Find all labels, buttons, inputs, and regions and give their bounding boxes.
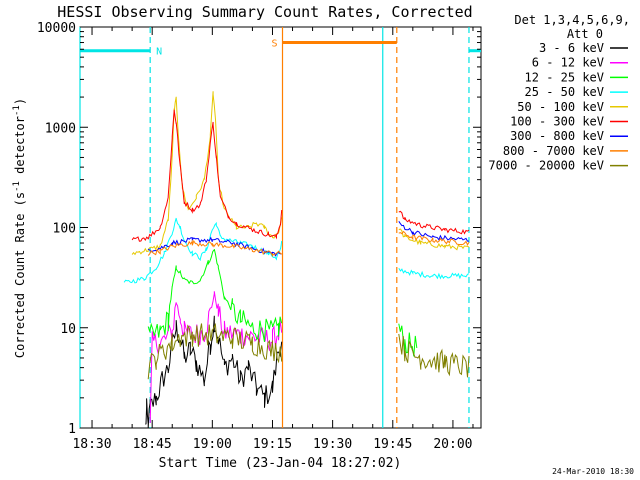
y-tick-label: 100	[53, 222, 76, 237]
x-tick-label: 19:15	[253, 437, 292, 452]
timestamp: 24-Mar-2010 18:30	[552, 467, 634, 476]
legend-label: 300 - 800 keV	[510, 129, 604, 143]
marker-layer	[79, 27, 470, 428]
flag-label: S	[272, 39, 278, 50]
y-axis-label-part: )	[13, 98, 27, 105]
x-tick-label: 19:00	[193, 437, 232, 452]
legend-label: 3 - 6 keV	[539, 41, 604, 55]
series-line	[147, 230, 470, 258]
series-layer	[123, 91, 470, 429]
axis-layer: 1 10 100 1000 10000 18:30 18:45 19:00 19:15 19:30…	[37, 21, 481, 452]
chart-title: HESSI Observing Summary Count Rates, Cor…	[57, 3, 472, 21]
legend-label: 100 - 300 keV	[510, 115, 604, 129]
x-axis-label: Start Time (23-Jan-04 18:27:02)	[159, 456, 402, 471]
y-tick-label: 1	[68, 422, 76, 437]
y-tick-label: 1000	[45, 121, 76, 136]
legend-label: 6 - 12 keV	[532, 56, 604, 70]
y-tick-label: 10000	[37, 21, 76, 36]
legend-label: 25 - 50 keV	[525, 85, 604, 99]
y-axis-label: Corrected Count Rate (s-1 detector-1)	[12, 98, 27, 358]
series-line	[123, 217, 470, 284]
y-axis-label-sup: -1	[12, 105, 22, 116]
series-line	[147, 322, 470, 380]
legend-label: 800 - 7000 keV	[503, 144, 604, 158]
flag-label: N	[156, 47, 162, 58]
x-tick-label: 19:45	[373, 437, 412, 452]
x-tick-label: 19:30	[313, 437, 352, 452]
y-axis-label-sup: -1	[12, 181, 22, 192]
series-line	[131, 91, 470, 256]
y-axis-label-part: Corrected Count Rate (s	[13, 192, 27, 358]
x-tick-label: 18:30	[72, 437, 111, 452]
x-tick-label: 18:45	[133, 437, 172, 452]
flag-layer: NS	[80, 39, 481, 58]
legend-header: Det 1,3,4,5,6,9,	[514, 13, 630, 27]
x-tick-label: 20:00	[433, 437, 472, 452]
legend-label: 50 - 100 keV	[517, 100, 604, 114]
legend-label: 7000 - 20000 keV	[488, 159, 604, 173]
legend-header: Att 0	[567, 27, 603, 41]
legend-label: 12 - 25 keV	[525, 70, 604, 84]
series-line	[145, 315, 283, 429]
y-axis-label-part: detector	[13, 116, 27, 181]
series-line	[131, 109, 470, 242]
y-tick-label: 10	[60, 322, 76, 337]
